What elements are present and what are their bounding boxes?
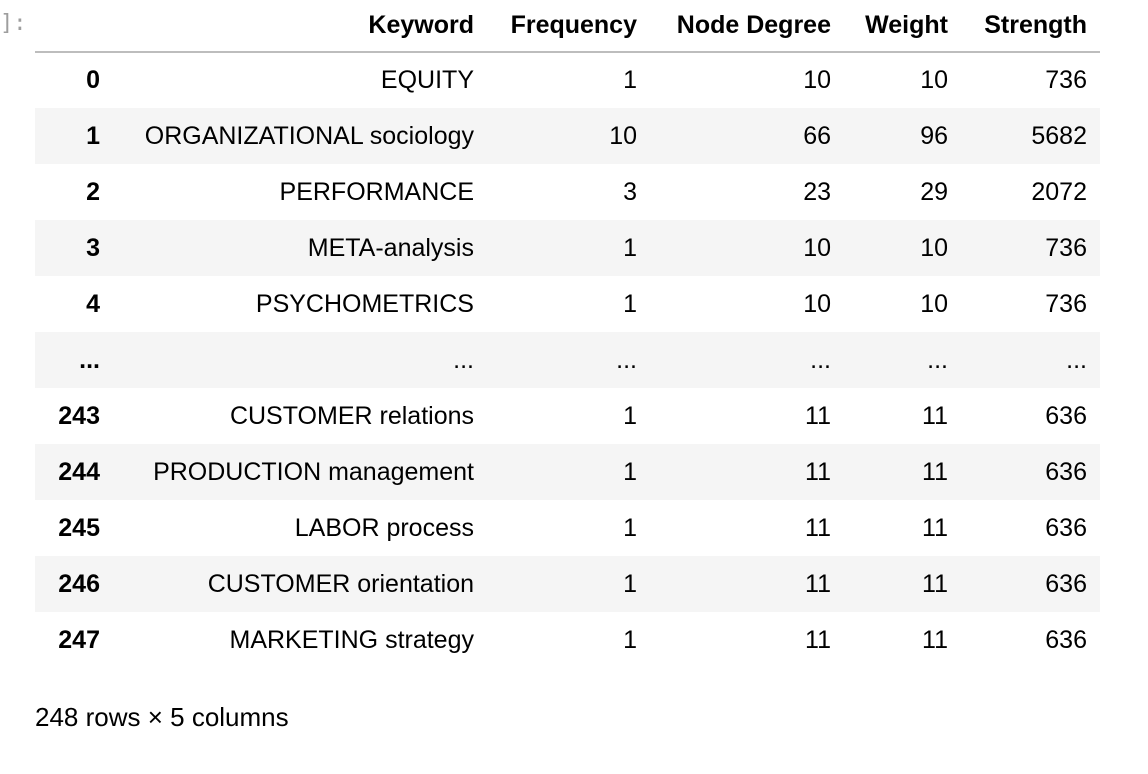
row-index: 245 [58, 513, 100, 542]
table-row: 4 PSYCHOMETRICS 1 10 10 736 [35, 276, 1100, 332]
frequency-cell: 10 [609, 121, 637, 150]
frequency-cell: 1 [623, 457, 637, 486]
row-index: 4 [86, 289, 100, 318]
strength-cell: 2072 [1031, 177, 1087, 206]
table-row: 0 EQUITY 1 10 10 736 [35, 52, 1100, 108]
keyword-cell: ... [453, 345, 474, 374]
strength-cell: 636 [1045, 513, 1087, 542]
node-degree-cell: 10 [803, 233, 831, 262]
strength-cell: 636 [1045, 569, 1087, 598]
node-degree-cell: 10 [803, 289, 831, 318]
weight-cell: ... [927, 345, 948, 374]
weight-cell: 10 [920, 66, 948, 94]
column-header-frequency: Frequency [487, 0, 650, 53]
table-row: 247 MARKETING strategy 1 11 11 636 [35, 612, 1100, 668]
keyword-cell: PSYCHOMETRICS [255, 289, 474, 318]
header-row: Keyword Frequency Node Degree Weight Str… [35, 0, 1100, 53]
table-row: 245 LABOR process 1 11 11 636 [35, 500, 1100, 556]
row-index: 243 [58, 401, 100, 430]
weight-cell: 96 [920, 121, 948, 150]
strength-cell: 736 [1045, 66, 1087, 94]
keyword-cell: EQUITY [380, 66, 474, 94]
node-degree-cell: 11 [805, 457, 831, 486]
weight-cell: 11 [922, 457, 948, 486]
node-degree-cell: 11 [805, 401, 831, 430]
keyword-cell: PRODUCTION management [153, 457, 474, 486]
keyword-cell: CUSTOMER relations [229, 401, 474, 430]
row-index: 1 [86, 121, 100, 150]
node-degree-cell: ... [810, 345, 831, 374]
strength-cell: 5682 [1031, 121, 1087, 150]
strength-cell: 736 [1045, 233, 1087, 262]
column-header-weight: Weight [844, 0, 961, 53]
row-index: ... [79, 345, 100, 374]
frequency-cell: 1 [623, 66, 637, 94]
frequency-cell: 1 [623, 233, 637, 262]
keyword-cell: LABOR process [294, 513, 474, 542]
row-index: 2 [86, 177, 100, 206]
row-index: 247 [58, 625, 100, 654]
dataframe-output: Keyword Frequency Node Degree Weight Str… [35, 0, 1100, 668]
table-row: 1 ORGANIZATIONAL sociology 10 66 96 5682 [35, 108, 1100, 164]
keyword-cell: ORGANIZATIONAL sociology [144, 121, 474, 150]
table-row: 3 META-analysis 1 10 10 736 [35, 220, 1100, 276]
keyword-cell: MARKETING strategy [229, 625, 475, 654]
node-degree-cell: 23 [803, 177, 831, 206]
row-index: 246 [58, 569, 100, 598]
strength-cell: 636 [1045, 625, 1087, 654]
table-row: 2 PERFORMANCE 3 23 29 2072 [35, 164, 1100, 220]
frequency-cell: 1 [623, 625, 637, 654]
table-row: 246 CUSTOMER orientation 1 11 11 636 [35, 556, 1100, 612]
weight-cell: 11 [922, 513, 948, 542]
frequency-cell: 1 [623, 289, 637, 318]
weight-cell: 29 [920, 177, 948, 206]
node-degree-cell: 11 [805, 569, 831, 598]
column-header-keyword: Keyword [113, 0, 487, 53]
node-degree-cell: 11 [805, 625, 831, 654]
weight-cell: 10 [920, 289, 948, 318]
cell-prompt-marker: ]: [0, 11, 27, 36]
frequency-cell: 1 [623, 513, 637, 542]
table-row-ellipsis: ... ... ... ... ... ... [35, 332, 1100, 388]
keyword-cell: PERFORMANCE [279, 177, 474, 206]
weight-cell: 11 [922, 401, 948, 430]
frequency-cell: 1 [623, 401, 637, 430]
frequency-cell: ... [616, 345, 637, 374]
node-degree-cell: 11 [805, 513, 831, 542]
row-index: 244 [58, 457, 100, 486]
row-index: 3 [86, 233, 100, 262]
frequency-cell: 3 [623, 177, 637, 206]
strength-cell: 636 [1045, 401, 1087, 430]
frequency-cell: 1 [623, 569, 637, 598]
strength-cell: ... [1066, 345, 1087, 374]
table-row: 243 CUSTOMER relations 1 11 11 636 [35, 388, 1100, 444]
dataframe-table: Keyword Frequency Node Degree Weight Str… [35, 0, 1100, 668]
table-row: 244 PRODUCTION management 1 11 11 636 [35, 444, 1100, 500]
node-degree-cell: 66 [803, 121, 831, 150]
strength-cell: 736 [1045, 289, 1087, 318]
node-degree-cell: 10 [803, 66, 831, 94]
column-header-node-degree: Node Degree [650, 0, 844, 53]
table-shape-summary: 248 rows × 5 columns [35, 702, 289, 732]
strength-cell: 636 [1045, 457, 1087, 486]
index-header [35, 0, 113, 53]
keyword-cell: META-analysis [307, 233, 474, 262]
row-index: 0 [86, 66, 100, 94]
weight-cell: 10 [920, 233, 948, 262]
keyword-cell: CUSTOMER orientation [207, 569, 474, 598]
weight-cell: 11 [922, 569, 948, 598]
weight-cell: 11 [922, 625, 948, 654]
column-header-strength: Strength [961, 0, 1100, 53]
